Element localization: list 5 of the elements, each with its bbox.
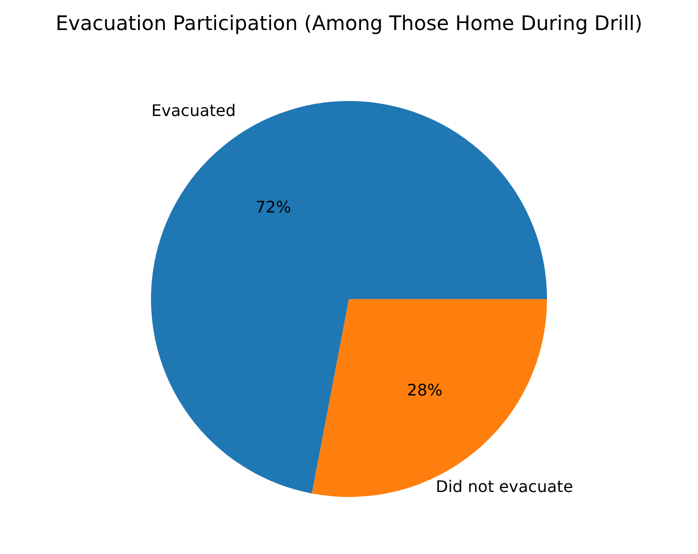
data-label: 28% bbox=[406, 380, 443, 400]
data-label: 72% bbox=[255, 197, 292, 216]
slice-label: Evacuated bbox=[151, 101, 236, 120]
slice-label: Did not evacuate bbox=[436, 476, 574, 496]
chart-title: Evacuation Participation (Among Those Home During Drill) bbox=[56, 11, 642, 35]
